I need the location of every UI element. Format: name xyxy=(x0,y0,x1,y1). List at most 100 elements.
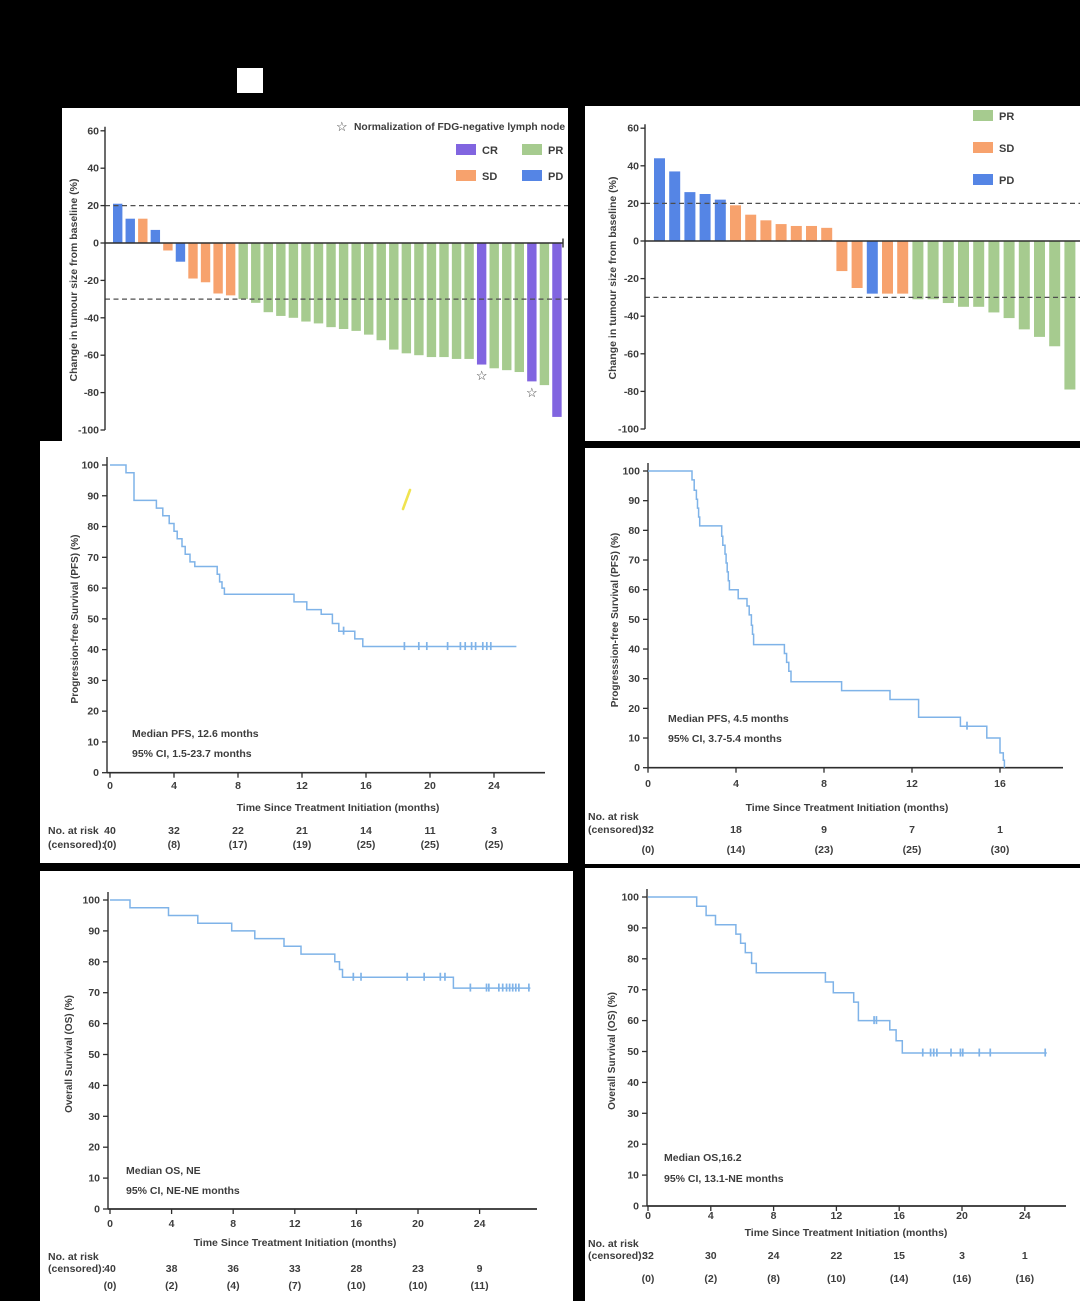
risk-at-risk-value: 32 xyxy=(168,825,180,837)
y-tick-label: 30 xyxy=(627,1108,639,1120)
x-tick-label: 12 xyxy=(289,1218,301,1230)
y-tick-label: 60 xyxy=(627,1015,639,1027)
waterfall-bar-PR xyxy=(426,243,437,358)
pfs-km-chart-right-panel: 0 10 20 30 40 50 60 70 80 90 100 0 4 8 12 16 Progresssio… xyxy=(585,448,1080,864)
risk-at-risk-value: 9 xyxy=(821,824,827,836)
y-tick-label: 90 xyxy=(628,495,640,507)
y-tick-label: 0 xyxy=(93,767,99,779)
y-tick-label: 70 xyxy=(628,555,640,567)
waterfall-bar-PR xyxy=(514,243,524,373)
y-tick-label: 90 xyxy=(88,925,100,937)
star-icon: ☆ xyxy=(336,119,348,134)
risk-censored-value: (23) xyxy=(815,844,834,856)
waterfall-bar-CR xyxy=(552,243,562,417)
risk-table-censored-label: (censored): xyxy=(48,1263,105,1275)
waterfall-bar-PR xyxy=(927,241,939,300)
y-tick-label: -100 xyxy=(78,425,99,437)
km-curve xyxy=(648,896,1047,1054)
waterfall-bar-PR xyxy=(973,241,985,307)
x-tick-label: 16 xyxy=(994,778,1006,790)
waterfall-bar-PR xyxy=(364,243,374,335)
waterfall-bar-PR xyxy=(351,243,361,331)
waterfall-bar-PR xyxy=(489,243,499,369)
waterfall-bar-PR xyxy=(251,243,261,303)
risk-at-risk-value: 32 xyxy=(642,1250,654,1262)
y-tick-label: -40 xyxy=(84,312,99,324)
x-tick-label: 8 xyxy=(235,780,241,792)
y-axis-title: Overall Survival (OS) (%) xyxy=(64,995,75,1113)
x-tick-label: 4 xyxy=(708,1210,714,1222)
y-tick-label: -20 xyxy=(84,275,99,287)
waterfall-bar-PR xyxy=(414,243,424,356)
y-tick-label: 50 xyxy=(88,1049,100,1061)
risk-at-risk-value: 30 xyxy=(705,1250,717,1262)
waterfall-chart-top-left-panel: 60 40 20 0 -20 -40 -60 -80 -100 Change in tumour … xyxy=(62,108,568,441)
y-tick-label: 0 xyxy=(633,236,639,248)
y-tick-label: 60 xyxy=(88,1018,100,1030)
x-axis-title: Time Since Treatment Initiation (months) xyxy=(746,802,949,814)
risk-censored-value: (0) xyxy=(104,839,117,851)
y-tick-label: 100 xyxy=(622,466,640,478)
risk-at-risk-value: 23 xyxy=(412,1263,424,1275)
legend-swatch-SD xyxy=(456,170,476,181)
risk-censored-value: (10) xyxy=(347,1280,366,1292)
waterfall-bar-PR xyxy=(238,243,248,300)
risk-table-label: No. at risk xyxy=(48,825,99,837)
waterfall-bar-PD xyxy=(699,194,711,241)
waterfall-bar-PR xyxy=(1034,241,1045,337)
waterfall-bar-PR xyxy=(263,243,273,313)
y-tick-label: -60 xyxy=(84,350,99,362)
y-tick-label: 70 xyxy=(87,552,99,564)
median-annotation: Median OS,16.2 xyxy=(664,1152,742,1164)
risk-table-label: No. at risk xyxy=(588,811,639,823)
pfs-km-chart-right: 0 10 20 30 40 50 60 70 80 90 100 0 4 8 12 16 Progresssio… xyxy=(588,463,1063,856)
waterfall-bar-PD xyxy=(714,199,726,241)
risk-censored-value: (0) xyxy=(642,1273,655,1285)
waterfall-bar-PR xyxy=(451,243,462,359)
os-km-chart-left: 0 10 20 30 40 50 60 70 80 90 100 0 4 8 12 16 20 24 Overall… xyxy=(48,892,537,1292)
y-tick-label: 80 xyxy=(87,521,99,533)
y-tick-label: -100 xyxy=(618,424,639,436)
y-tick-label: 20 xyxy=(88,1142,100,1154)
y-tick-label: 100 xyxy=(82,895,100,907)
os-km-chart-left-panel: 0 10 20 30 40 50 60 70 80 90 100 0 4 8 12 16 20 24 Overall… xyxy=(40,871,573,1301)
y-tick-label: 70 xyxy=(627,984,639,996)
y-tick-label: 40 xyxy=(87,163,99,175)
risk-censored-value: (14) xyxy=(890,1273,909,1285)
y-tick-label: 10 xyxy=(627,1170,639,1182)
risk-censored-value: (2) xyxy=(165,1280,178,1292)
y-tick-label: 20 xyxy=(87,200,99,212)
waterfall-bar-SD xyxy=(225,243,236,296)
risk-censored-value: (30) xyxy=(991,844,1010,856)
risk-at-risk-value: 28 xyxy=(351,1263,363,1275)
median-annotation: Median PFS, 4.5 months xyxy=(668,713,789,725)
waterfall-bar-PR xyxy=(401,243,412,354)
x-axis-title: Time Since Treatment Initiation (months) xyxy=(194,1237,397,1249)
waterfall-bar-CR xyxy=(476,243,487,365)
y-tick-label: 80 xyxy=(88,956,100,968)
waterfall-bar-PR xyxy=(276,243,286,316)
waterfall-bar-PD xyxy=(125,218,135,243)
y-tick-label: 50 xyxy=(628,614,640,626)
y-tick-label: 90 xyxy=(87,490,99,502)
y-tick-label: 60 xyxy=(627,123,639,135)
y-tick-label: 60 xyxy=(87,583,99,595)
waterfall-bar-CR xyxy=(527,243,537,382)
y-tick-label: -80 xyxy=(84,387,99,399)
risk-at-risk-value: 38 xyxy=(166,1263,178,1275)
y-tick-label: -20 xyxy=(624,273,639,285)
legend-label: PD xyxy=(548,171,563,183)
waterfall-bar-PR xyxy=(376,243,386,341)
km-curve xyxy=(648,470,1006,768)
y-tick-label: 60 xyxy=(87,125,99,137)
y-tick-label: 40 xyxy=(627,1077,639,1089)
waterfall-chart-top-left: 60 40 20 0 -20 -40 -60 -80 -100 Change in tumour … xyxy=(68,119,568,437)
waterfall-bar-PR xyxy=(389,243,399,350)
waterfall-bar-SD xyxy=(806,225,817,241)
y-tick-label: 0 xyxy=(94,1204,100,1216)
y-axis-title: Progression-free Survival (PFS) (%) xyxy=(70,535,81,704)
legend-label: PR xyxy=(548,145,563,157)
y-tick-label: 20 xyxy=(87,706,99,718)
waterfall-bar-SD xyxy=(730,205,741,241)
